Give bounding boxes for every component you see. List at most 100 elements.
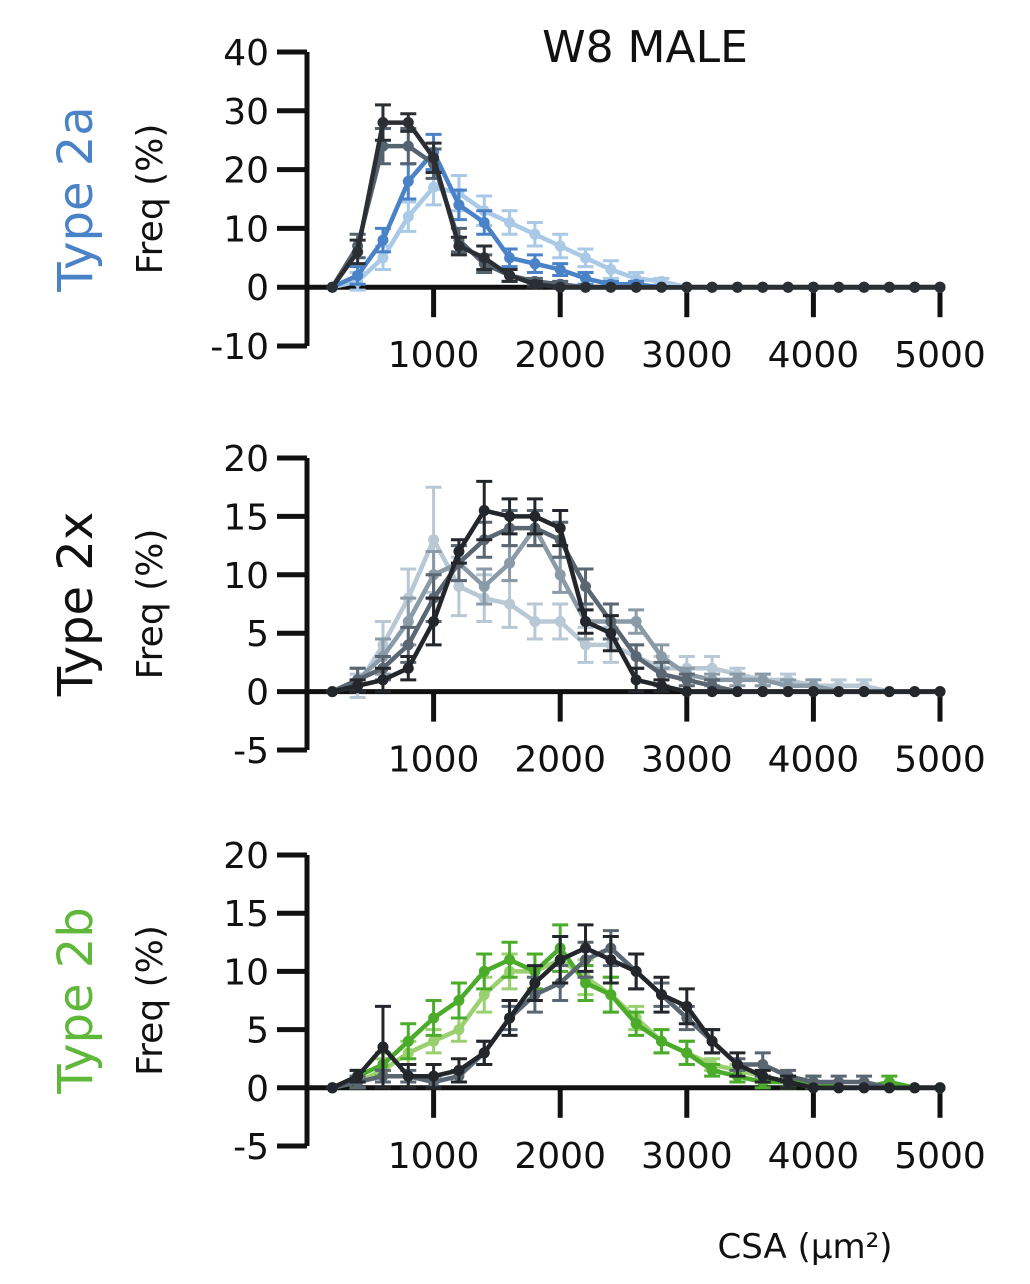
panel-label: Type 2b	[48, 907, 104, 1095]
data-point	[402, 1070, 414, 1082]
data-point	[883, 281, 895, 293]
data-point	[428, 152, 440, 164]
data-point	[402, 175, 414, 187]
data-point	[529, 977, 541, 989]
y-tick-label: 10	[223, 556, 269, 597]
data-point	[833, 686, 845, 698]
y-tick-label: -5	[233, 1127, 269, 1168]
data-point	[605, 264, 617, 276]
data-point	[883, 686, 895, 698]
x-tick-label: 1000	[388, 335, 480, 376]
data-point	[529, 510, 541, 522]
chart-panel-2: 20 15 10 5 0 -5 1000 2000 3000 4000 5000 Type 2x Fre…	[48, 439, 986, 781]
data-point	[478, 1047, 490, 1059]
x-tick-label: 3000	[641, 1136, 733, 1177]
data-point	[580, 616, 592, 628]
data-point	[605, 281, 617, 293]
data-point	[681, 674, 693, 686]
data-point	[377, 1041, 389, 1053]
data-point	[554, 954, 566, 966]
data-point	[706, 281, 718, 293]
x-tick-label: 4000	[768, 740, 860, 781]
data-point	[757, 674, 769, 686]
data-point	[580, 580, 592, 592]
data-point	[782, 281, 794, 293]
data-point	[554, 569, 566, 581]
data-point	[377, 252, 389, 264]
data-point	[630, 965, 642, 977]
data-point	[377, 234, 389, 246]
data-point	[883, 1082, 895, 1094]
y-tick-label: 0	[246, 268, 269, 309]
data-point	[706, 1064, 718, 1076]
data-point	[630, 651, 642, 663]
y-tick-label: 30	[223, 92, 269, 133]
x-tick-label: 3000	[641, 335, 733, 376]
y-tick-label: 20	[223, 151, 269, 192]
data-point	[402, 140, 414, 152]
data-point	[706, 662, 718, 674]
series-1	[326, 168, 946, 293]
data-point	[934, 281, 946, 293]
data-point	[352, 246, 364, 258]
data-point	[580, 977, 592, 989]
y-tick-label: 40	[223, 33, 269, 74]
data-point	[757, 281, 769, 293]
x-tick-label: 2000	[514, 740, 606, 781]
data-point	[909, 686, 921, 698]
data-point	[858, 281, 870, 293]
data-point	[402, 117, 414, 129]
data-point	[731, 686, 743, 698]
data-point	[402, 616, 414, 628]
data-point	[504, 1012, 516, 1024]
x-tick-label: 5000	[894, 1136, 986, 1177]
y-tick-label: 0	[246, 673, 269, 714]
y-axis-label: Freq (%)	[130, 925, 171, 1076]
data-point	[402, 639, 414, 651]
data-point	[655, 281, 667, 293]
data-point	[529, 228, 541, 240]
data-point	[554, 522, 566, 534]
data-point	[554, 240, 566, 252]
data-point	[605, 954, 617, 966]
data-point	[478, 989, 490, 1001]
data-point	[529, 258, 541, 270]
data-point	[504, 557, 516, 569]
data-point	[478, 965, 490, 977]
data-point	[504, 269, 516, 281]
series-line	[330, 120, 940, 290]
y-tick-label: -10	[210, 327, 269, 368]
y-tick-label: 15	[223, 894, 269, 935]
data-point	[453, 995, 465, 1006]
y-tick-label: -5	[233, 731, 269, 772]
y-axis-label: Freq (%)	[130, 529, 171, 680]
data-point	[504, 217, 516, 229]
data-point	[706, 1035, 718, 1047]
data-point	[428, 1012, 440, 1024]
data-point	[580, 272, 592, 284]
data-point	[605, 989, 617, 1001]
data-point	[909, 281, 921, 293]
data-point	[807, 281, 819, 293]
x-tick-label: 2000	[514, 1136, 606, 1177]
x-tick-label: 4000	[768, 1136, 860, 1177]
data-point	[453, 1024, 465, 1036]
data-point	[655, 680, 667, 692]
data-point	[681, 686, 693, 698]
x-tick-label: 3000	[641, 740, 733, 781]
data-point	[478, 580, 490, 592]
series-4	[326, 923, 946, 1094]
y-tick-label: 10	[223, 209, 269, 250]
data-point	[529, 278, 541, 290]
data-point	[402, 1035, 414, 1047]
data-point	[782, 686, 794, 698]
x-tick-label: 4000	[768, 335, 860, 376]
data-point	[554, 616, 566, 628]
data-point	[833, 1082, 845, 1094]
series-4	[326, 479, 946, 698]
y-tick-label: 5	[246, 614, 269, 655]
data-point	[453, 1064, 465, 1076]
data-point	[757, 1070, 769, 1082]
